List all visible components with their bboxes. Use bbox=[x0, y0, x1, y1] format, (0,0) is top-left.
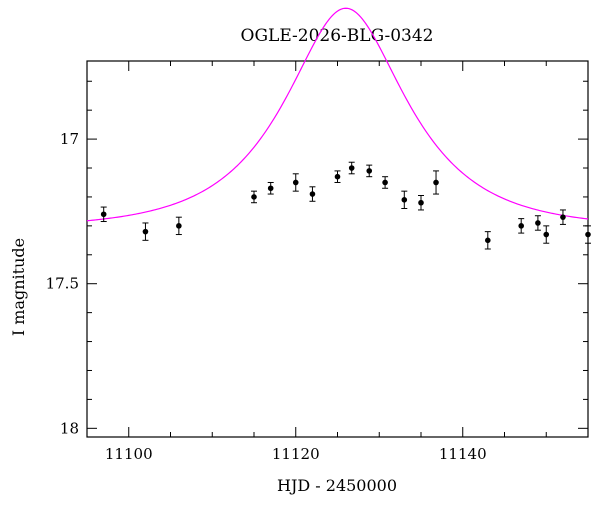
x-tick-label: 11120 bbox=[272, 445, 320, 463]
data-point-group bbox=[348, 161, 355, 175]
data-point bbox=[100, 211, 107, 218]
data-point bbox=[366, 168, 373, 174]
model-fit-curve bbox=[86, 7, 589, 222]
y-tick-label: 17 bbox=[60, 130, 79, 148]
data-point-group bbox=[534, 215, 541, 231]
data-point-group bbox=[559, 209, 566, 225]
x-tick-label: 11140 bbox=[439, 445, 487, 463]
data-point-group bbox=[484, 231, 491, 250]
data-point bbox=[485, 237, 491, 244]
data-point bbox=[176, 223, 182, 229]
data-point-group bbox=[382, 176, 389, 189]
data-point-group bbox=[292, 173, 299, 192]
data-point bbox=[535, 220, 541, 226]
data-point bbox=[292, 179, 299, 186]
y-tick-label: 18 bbox=[60, 419, 79, 437]
data-point bbox=[433, 179, 439, 186]
data-point-group bbox=[585, 225, 591, 244]
data-point bbox=[267, 185, 274, 192]
data-point-group bbox=[309, 186, 316, 202]
data-point-group bbox=[142, 222, 149, 241]
axis-ticks bbox=[86, 61, 589, 437]
y-tick-label: 17.5 bbox=[46, 275, 79, 293]
data-point-group bbox=[251, 190, 257, 204]
data-point-group bbox=[267, 181, 274, 195]
data-point bbox=[334, 173, 341, 180]
data-point-group bbox=[334, 170, 341, 183]
x-tick-label: 11100 bbox=[105, 445, 153, 463]
data-point bbox=[251, 194, 257, 200]
data-point bbox=[309, 191, 316, 197]
data-point bbox=[418, 199, 424, 206]
data-point bbox=[560, 214, 566, 220]
data-point-group bbox=[433, 170, 440, 195]
data-point bbox=[518, 223, 524, 229]
data-point-group bbox=[418, 194, 424, 211]
chart-title: OGLE-2026-BLG-0342 bbox=[241, 26, 434, 46]
data-point bbox=[585, 231, 591, 238]
data-point-group bbox=[401, 190, 408, 210]
data-point bbox=[348, 165, 355, 171]
data-point bbox=[543, 231, 550, 238]
plot-frame bbox=[86, 60, 589, 438]
data-point-group bbox=[543, 225, 550, 244]
plot-area: 11100 11120 11140 17 17.5 18 bbox=[46, 7, 591, 463]
axis-tick-labels: 11100 11120 11140 17 17.5 18 bbox=[46, 130, 487, 463]
data-point bbox=[142, 228, 149, 235]
x-axis-label: HJD - 2450000 bbox=[277, 476, 397, 495]
data-point-group bbox=[518, 218, 525, 234]
data-point bbox=[382, 179, 388, 186]
y-axis-label: I magnitude bbox=[9, 238, 28, 336]
data-points bbox=[100, 161, 591, 250]
data-point-group bbox=[366, 164, 373, 178]
data-point-group bbox=[100, 206, 107, 223]
data-point-group bbox=[175, 216, 182, 236]
data-point bbox=[401, 197, 408, 203]
